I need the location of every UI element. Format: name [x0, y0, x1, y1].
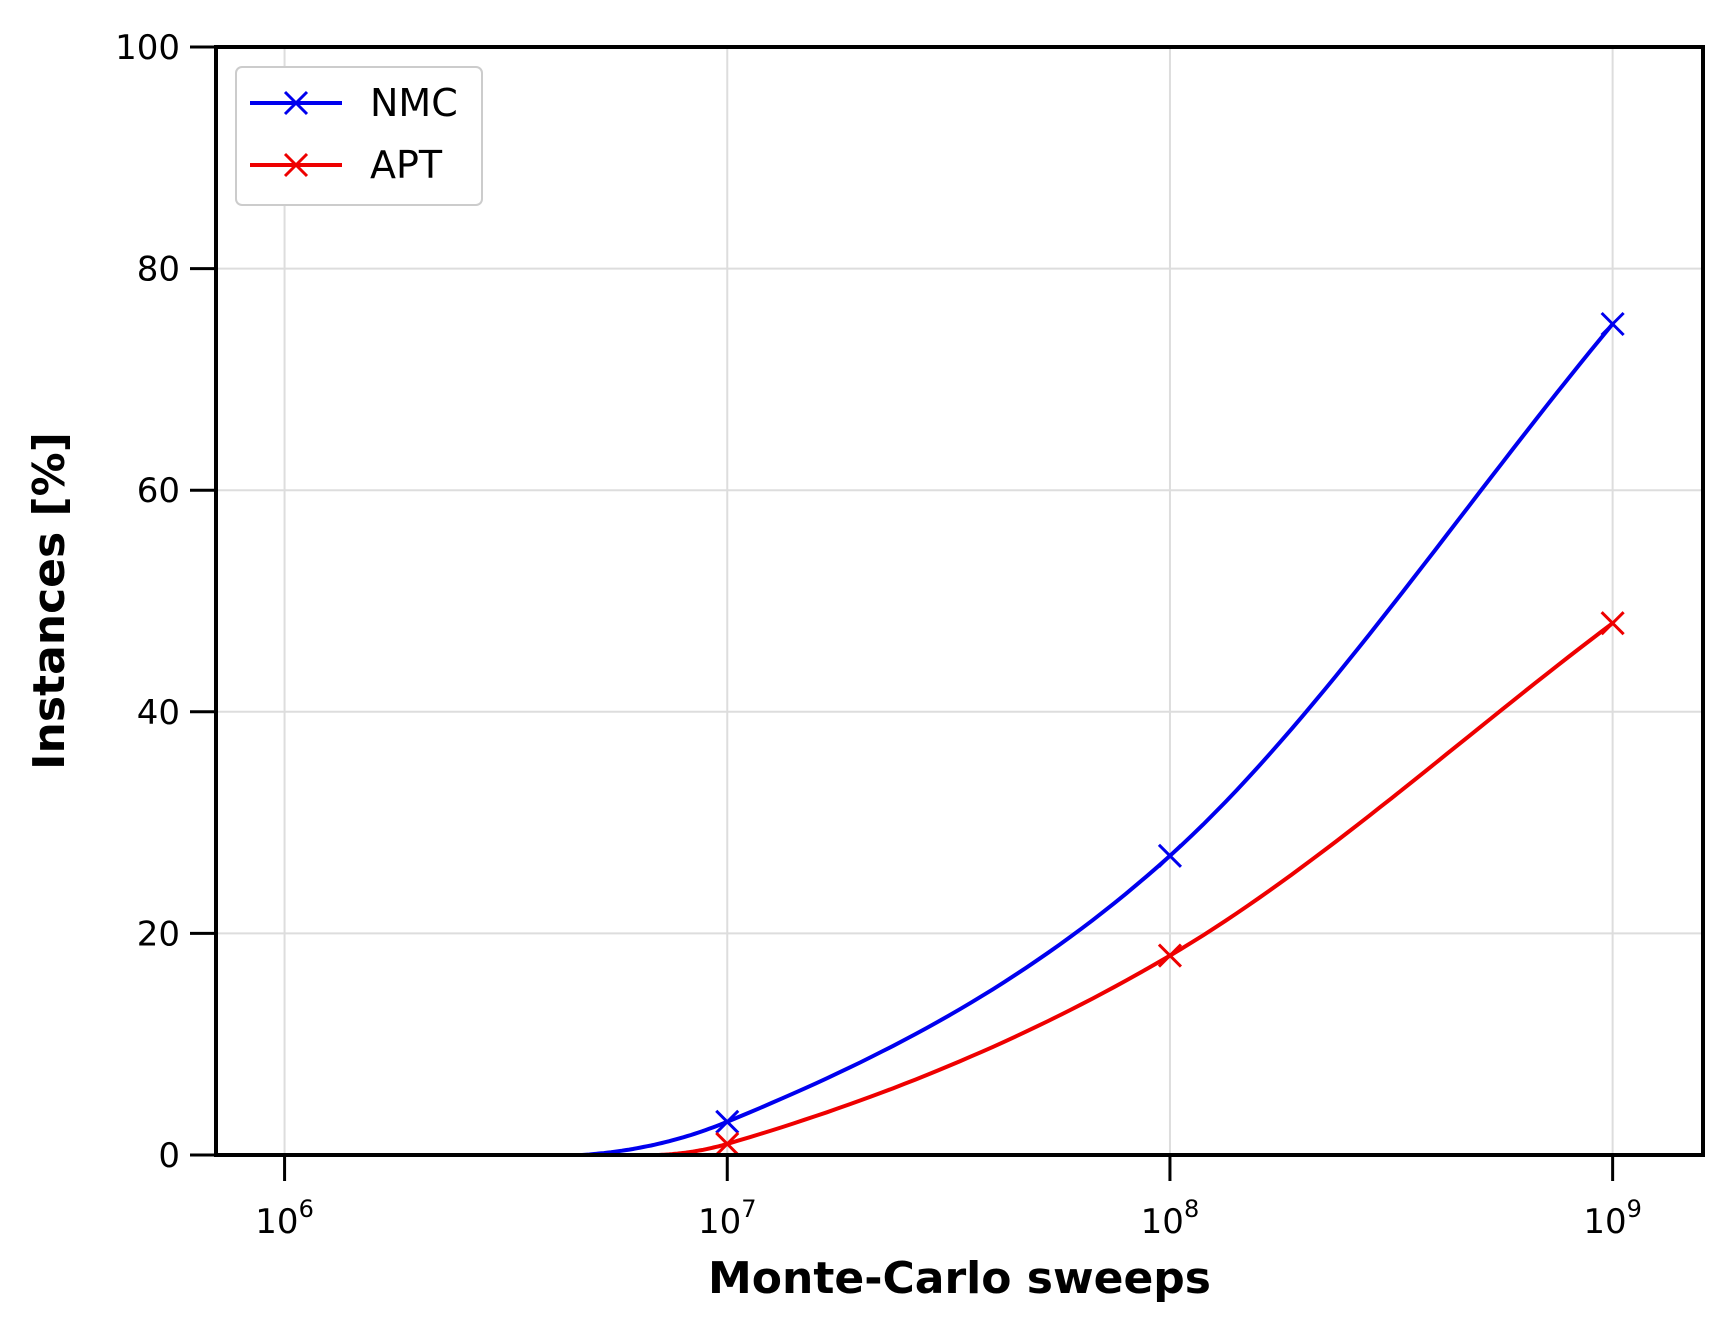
data-point-nmc	[1600, 311, 1625, 337]
y-tick-label: 0	[158, 1136, 180, 1176]
data-point-nmc	[715, 1109, 740, 1134]
y-axis-title: Instances [%]	[24, 432, 75, 770]
legend-marker	[283, 90, 309, 116]
x-tick-label-exponent: 6	[299, 1195, 314, 1223]
data-point-nmc	[1157, 843, 1183, 868]
legend: NMC APT	[235, 66, 483, 206]
y-tick-label: 80	[137, 250, 180, 290]
legend-label: NMC	[370, 81, 458, 125]
legend-label: APT	[370, 143, 443, 187]
x-tick-label-exponent: 9	[1627, 1195, 1642, 1223]
marker-stroke	[715, 1109, 740, 1134]
x-tick-label-base: 10	[255, 1202, 298, 1242]
x-axis-title: Monte-Carlo sweeps	[708, 1253, 1211, 1304]
legend-item-apt: APT	[250, 143, 443, 187]
legend-marker	[283, 152, 309, 178]
y-axis: 0 20 40 60 80 100	[115, 28, 216, 1176]
x-axis: 106 107 108 109	[255, 1155, 1642, 1242]
y-tick-label: 40	[137, 693, 180, 733]
x-tick-label-base: 10	[1141, 1202, 1184, 1242]
marker-stroke	[715, 1131, 740, 1156]
y-tick-label: 60	[137, 471, 180, 511]
data-point-apt	[1157, 943, 1183, 968]
series-line-apt	[658, 621, 1614, 1157]
x-tick-label: 106	[255, 1195, 314, 1242]
marker-stroke	[1600, 311, 1625, 337]
marker-stroke	[1157, 843, 1183, 868]
marker-stroke	[1600, 611, 1625, 636]
y-tick-label: 20	[137, 914, 180, 954]
x-tick-label: 107	[698, 1195, 757, 1242]
y-tick-label: 100	[115, 28, 180, 68]
x-tick-label-base: 10	[698, 1202, 741, 1242]
x-tick-label-exponent: 7	[741, 1195, 756, 1223]
x-tick-label: 109	[1583, 1195, 1642, 1242]
x-tick-label: 108	[1141, 1195, 1200, 1242]
legend-item-nmc: NMC	[250, 81, 458, 125]
x-tick-label-exponent: 8	[1184, 1195, 1199, 1223]
series-line-nmc	[581, 322, 1615, 1157]
x-tick-label-base: 10	[1583, 1202, 1626, 1242]
data-point-apt	[715, 1131, 740, 1156]
plot-frame	[214, 45, 1705, 1157]
plot-lines	[581, 311, 1625, 1157]
marker-stroke	[1157, 943, 1183, 968]
data-point-apt	[1600, 611, 1625, 636]
